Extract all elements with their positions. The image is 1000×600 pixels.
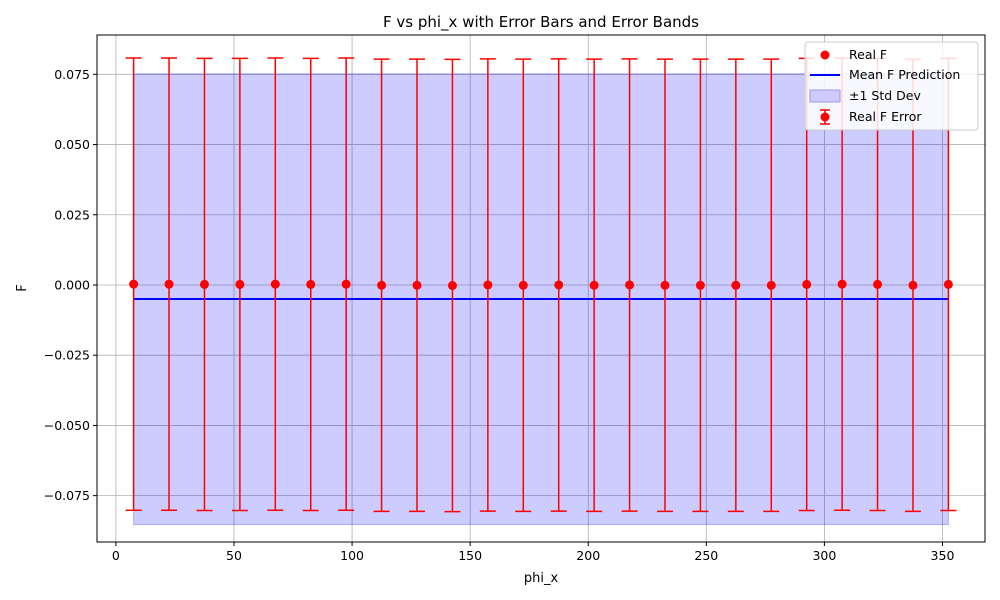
data-point xyxy=(412,280,422,290)
data-point xyxy=(625,280,635,290)
legend-label-mean: Mean F Prediction xyxy=(849,67,960,82)
data-point xyxy=(129,279,139,289)
data-point xyxy=(873,279,883,289)
data-point xyxy=(943,279,953,289)
x-tick-label: 300 xyxy=(812,548,836,563)
data-point xyxy=(695,280,705,290)
y-tick-label: −0.050 xyxy=(44,418,90,433)
data-point xyxy=(660,280,670,290)
legend-label-band: ±1 Std Dev xyxy=(849,88,921,103)
y-axis-label: F xyxy=(15,284,30,291)
y-tick-label: 0.000 xyxy=(54,277,90,292)
x-axis-label: phi_x xyxy=(524,571,559,586)
point-layer xyxy=(129,279,953,291)
data-point xyxy=(908,280,918,290)
data-point xyxy=(341,279,351,289)
legend-label-errorbar: Real F Error xyxy=(849,109,922,124)
y-axis-ticks: −0.075 −0.050 −0.025 0.000 0.025 0.050 0.075 xyxy=(44,67,97,503)
legend: Real F Mean F Prediction ±1 Std Dev Real… xyxy=(804,41,979,131)
data-point xyxy=(164,279,174,289)
y-tick-label: −0.075 xyxy=(44,488,90,503)
y-tick-label: 0.050 xyxy=(54,137,90,152)
y-tick-label: 0.075 xyxy=(54,67,90,82)
x-axis-ticks: 0 50 100 150 200 250 300 350 xyxy=(112,542,955,563)
data-point xyxy=(589,280,599,290)
x-tick-label: 150 xyxy=(458,548,482,563)
x-tick-label: 100 xyxy=(340,548,364,563)
legend-label-real-f: Real F xyxy=(849,47,887,62)
legend-frame xyxy=(804,41,979,131)
data-point xyxy=(270,279,280,289)
data-point xyxy=(731,280,741,290)
data-point xyxy=(235,279,245,289)
data-point xyxy=(554,280,564,290)
x-tick-label: 250 xyxy=(694,548,718,563)
data-point xyxy=(802,279,812,289)
data-point xyxy=(306,279,316,289)
y-tick-label: 0.025 xyxy=(54,207,90,222)
data-point xyxy=(447,281,457,291)
chart-title: F vs phi_x with Error Bars and Error Ban… xyxy=(383,13,699,32)
data-point xyxy=(377,280,387,290)
plot-frame xyxy=(96,34,986,543)
x-tick-label: 0 xyxy=(112,548,120,563)
legend-marker-errorbar-point xyxy=(820,112,830,122)
data-point xyxy=(483,280,493,290)
legend-marker-real-f xyxy=(820,50,830,60)
x-tick-label: 50 xyxy=(226,548,242,563)
data-point xyxy=(766,280,776,290)
x-tick-label: 350 xyxy=(931,548,955,563)
data-point xyxy=(199,279,209,289)
x-tick-label: 200 xyxy=(576,548,600,563)
data-point xyxy=(518,280,528,290)
data-point xyxy=(837,279,847,289)
y-tick-label: −0.025 xyxy=(44,348,90,363)
legend-marker-band xyxy=(809,89,841,103)
